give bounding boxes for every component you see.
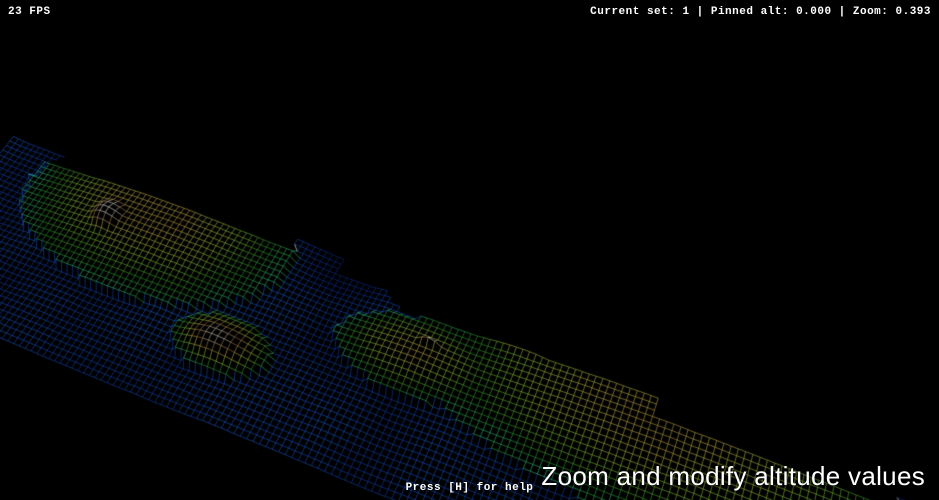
terrain-viewport[interactable]: [0, 0, 939, 500]
fps-counter: 23 FPS: [8, 6, 51, 18]
overlay-caption: Zoom and modify altitude values: [541, 461, 925, 492]
status-readout: Current set: 1 | Pinned alt: 0.000 | Zoo…: [590, 6, 931, 18]
help-hint: Press [H] for help: [406, 482, 534, 494]
